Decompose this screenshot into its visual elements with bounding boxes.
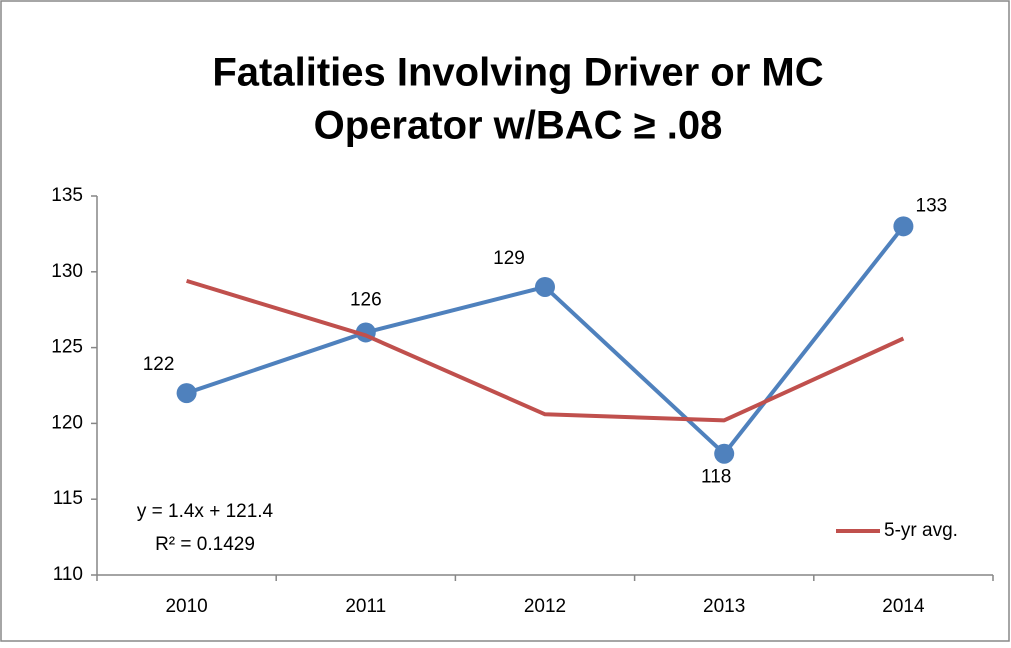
x-tick-label: 2014 xyxy=(882,596,925,617)
trendline-equation: y = 1.4x + 121.4 xyxy=(137,501,274,522)
y-tick-label: 120 xyxy=(51,412,83,433)
y-tick-label: 110 xyxy=(53,564,83,585)
series-line xyxy=(186,278,905,423)
y-tick-label: 135 xyxy=(51,185,83,206)
x-tick-label: 2010 xyxy=(165,596,207,617)
data-label: 133 xyxy=(916,195,948,216)
data-point xyxy=(893,216,914,237)
x-tick-label: 2013 xyxy=(703,596,745,617)
legend-label: 5-yr avg. xyxy=(884,520,958,541)
chart-title: Operator w/BAC ≥ .08 xyxy=(314,104,723,148)
trendline-r2: R² = 0.1429 xyxy=(155,534,255,555)
data-label: 118 xyxy=(701,467,731,488)
chart-title: Fatalities Involving Driver or MC xyxy=(212,51,823,95)
y-tick-label: 130 xyxy=(51,261,83,282)
x-tick-label: 2012 xyxy=(524,596,566,617)
data-label: 129 xyxy=(493,248,525,269)
data-point xyxy=(176,383,197,404)
data-point xyxy=(535,276,555,297)
data-label: 126 xyxy=(350,289,382,310)
y-tick-label: 115 xyxy=(53,488,83,509)
data-label: 122 xyxy=(143,354,175,375)
y-tick-label: 125 xyxy=(51,337,83,358)
data-point xyxy=(714,443,735,464)
x-tick-label: 2011 xyxy=(345,596,386,617)
